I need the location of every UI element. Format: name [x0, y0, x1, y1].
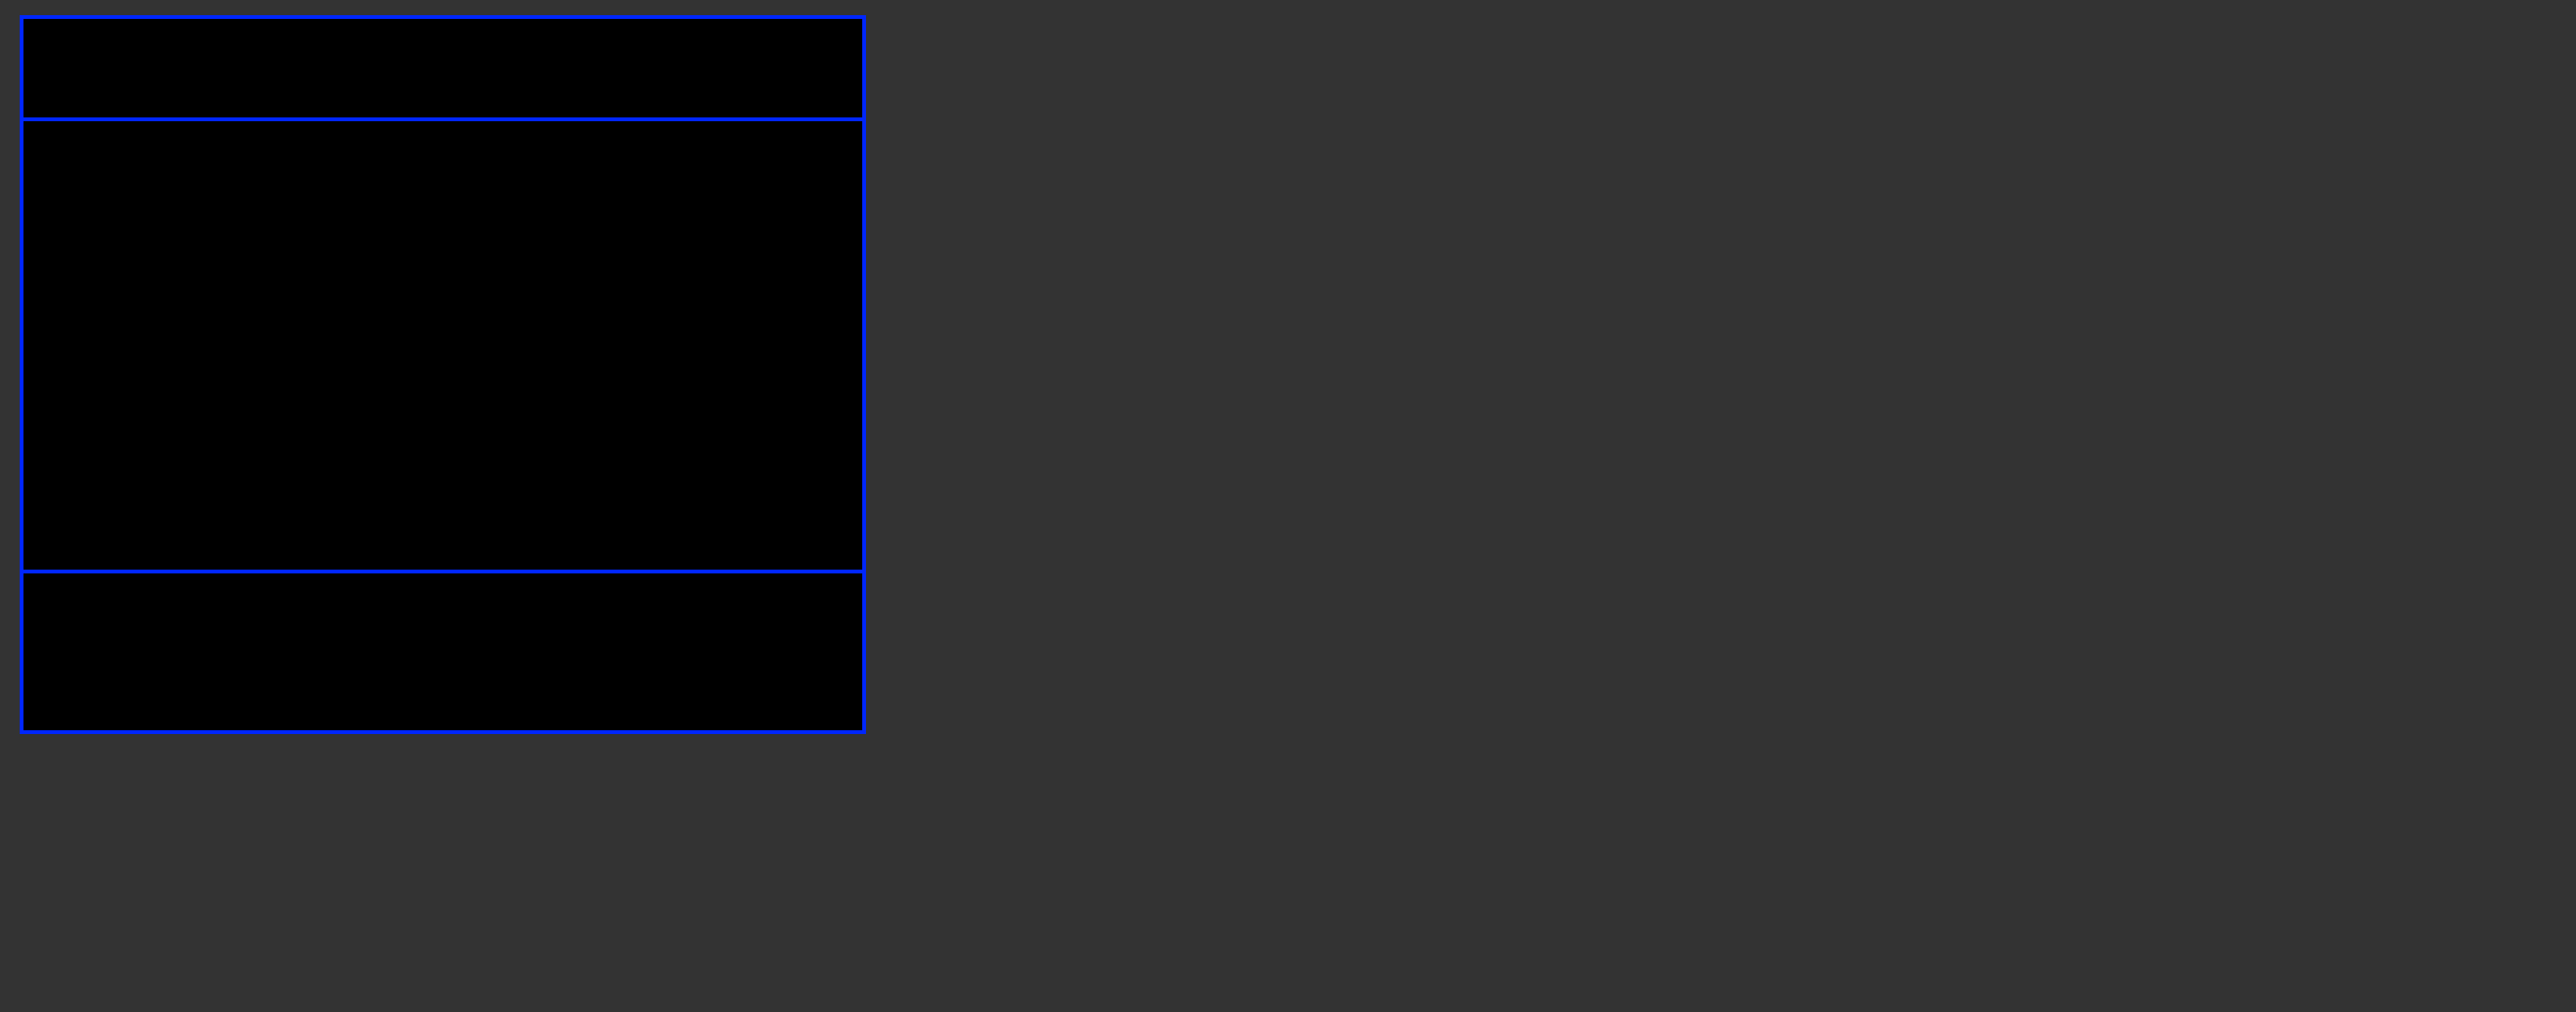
panel-header-section — [23, 19, 862, 121]
main-panel — [20, 15, 866, 734]
panel-body-section — [23, 121, 862, 573]
panel-footer-section — [23, 573, 862, 730]
